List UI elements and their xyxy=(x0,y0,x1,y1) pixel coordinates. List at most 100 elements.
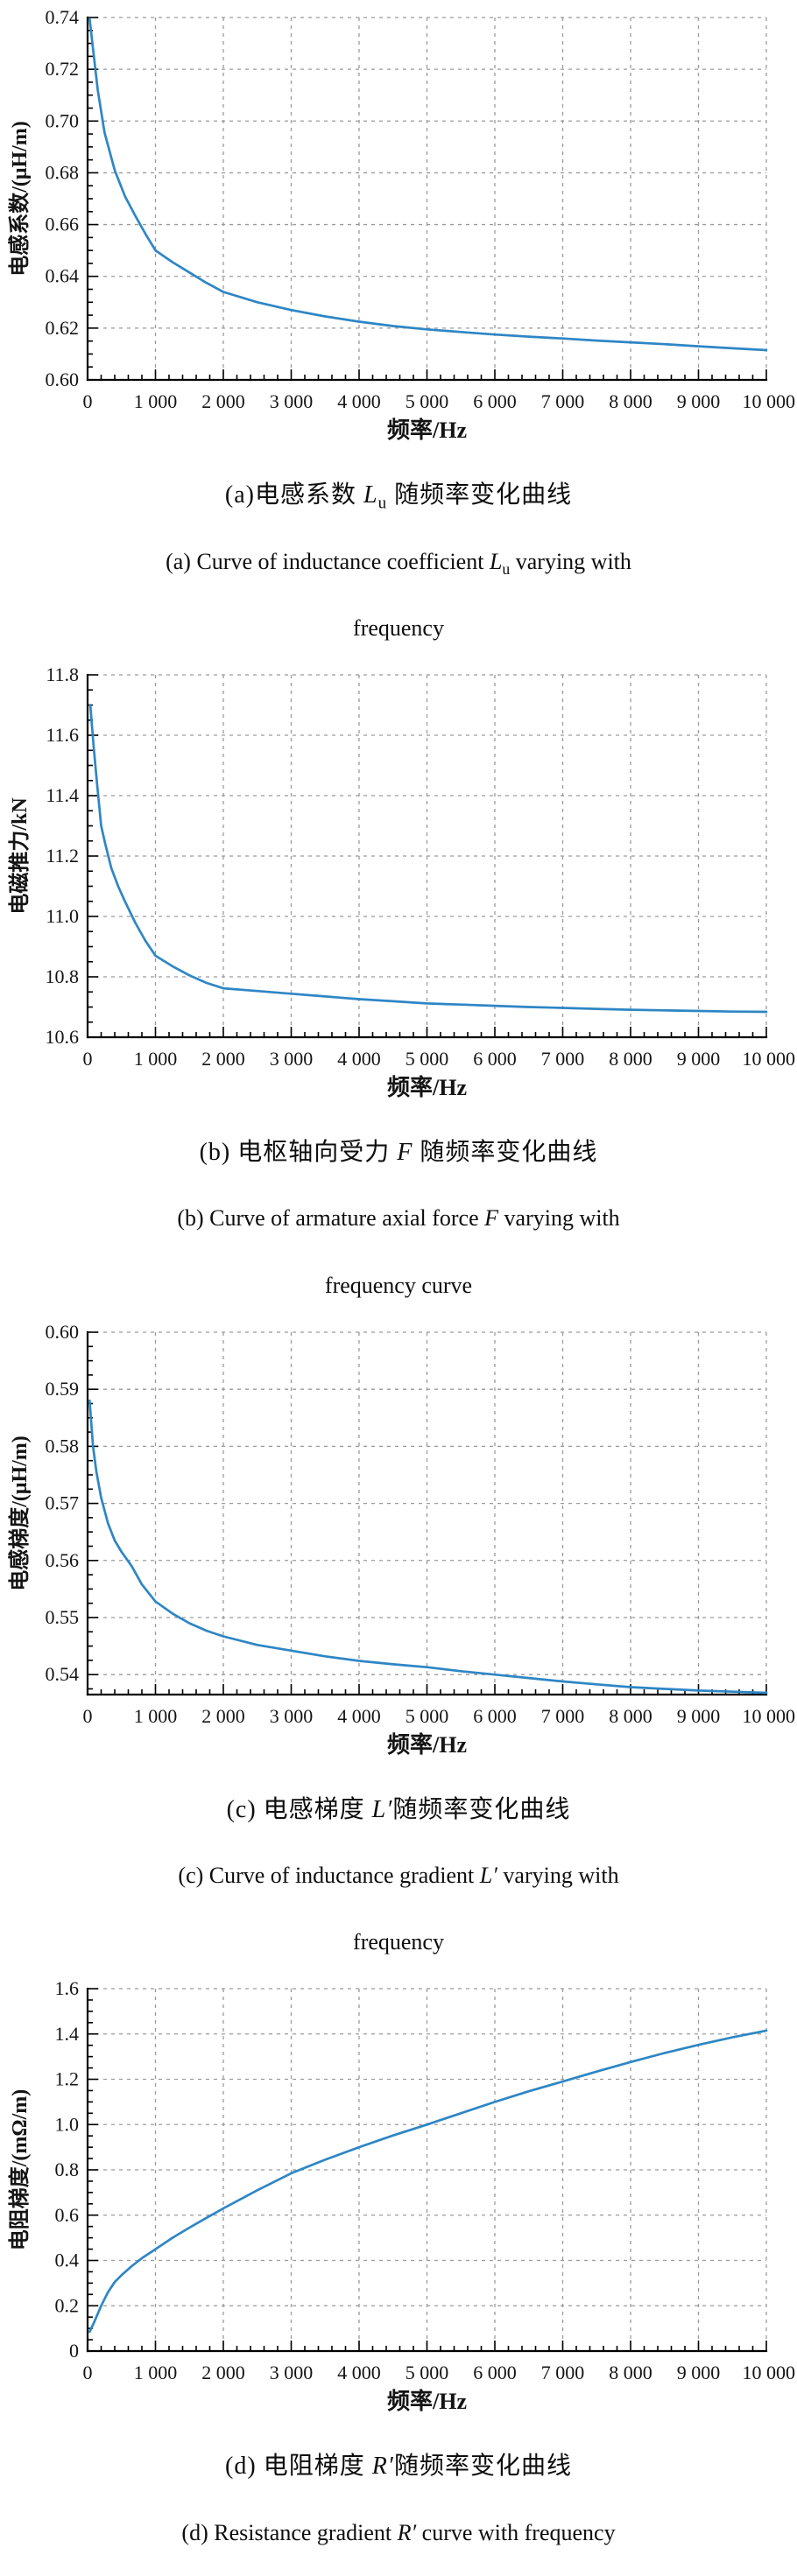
y-tick-label: 0.60 xyxy=(46,369,80,390)
figure-d: 0 0.2 0.4 0.6 0.8 1.0 1.2 1.4 1.6 0 1 000 2 000 3 00… xyxy=(0,1975,797,2550)
y-tick-label: 0 xyxy=(69,2340,79,2362)
caption-text: 随频率变化曲线 xyxy=(387,481,573,509)
x-tick-label: 2 000 xyxy=(201,2362,245,2383)
axes xyxy=(86,1988,768,2353)
x-tick-label: 6 000 xyxy=(473,1705,517,1727)
y-tick-label: 0.55 xyxy=(46,1606,80,1628)
caption-text: 随频率变化曲线 xyxy=(392,1795,571,1823)
x-tick-label: 5 000 xyxy=(406,1048,449,1070)
x-tick-label: 10 000 xyxy=(743,390,796,412)
caption-b: (b) 电枢轴向受力 F 随频率变化曲线 (b) Curve of armatu… xyxy=(0,1133,797,1299)
caption-d-en: (d) Resistance gradient R′ curve with fr… xyxy=(0,2520,797,2550)
x-tick-label: 8 000 xyxy=(609,390,652,412)
x-tick-label: 7 000 xyxy=(541,390,585,412)
y-tick-label: 0.58 xyxy=(46,1435,80,1456)
y-tick-label: 0.59 xyxy=(46,1378,80,1400)
caption-d: (d) 电阻梯度 R′随频率变化曲线 (d) Resistance gradie… xyxy=(0,2446,797,2550)
caption-text: (a) Curve of inductance coefficient xyxy=(166,548,490,574)
y-tick-label: 0.64 xyxy=(46,265,80,287)
x-tick-label: 7 000 xyxy=(541,1705,585,1727)
grid-lines xyxy=(88,1330,767,1695)
x-tick-label: 8 000 xyxy=(609,1048,652,1070)
caption-a-en: (a) Curve of inductance coefficient Lu v… xyxy=(0,549,797,579)
y-tick-label: 11.0 xyxy=(46,905,79,927)
y-tick-label: 1.4 xyxy=(55,2023,80,2045)
figure-c: 0.54 0.55 0.56 0.57 0.58 0.59 0.60 0 1 000 2 000 3… xyxy=(0,1318,797,1956)
caption-text: (b) Curve of armature axial force xyxy=(177,1205,485,1232)
x-tick-label: 8 000 xyxy=(609,2362,652,2383)
caption-text: 随频率变化曲线 xyxy=(393,2453,572,2481)
x-axis-title: 频率/Hz xyxy=(387,2388,467,2414)
x-tick-label: 2 000 xyxy=(201,390,245,412)
caption-text: varying with xyxy=(497,1863,619,1889)
y-tick-label: 1.0 xyxy=(55,2114,80,2136)
x-tick-label: 4 000 xyxy=(337,1048,381,1070)
grid-lines xyxy=(88,17,767,380)
symbol: L′ xyxy=(479,1863,497,1889)
x-tick-label: 1 000 xyxy=(134,1705,178,1727)
y-tick-label: 1.2 xyxy=(55,2068,80,2090)
caption-text: varying with xyxy=(498,1205,620,1232)
caption-c: (c) 电感梯度 L′随频率变化曲线 (c) Curve of inductan… xyxy=(0,1790,797,1956)
data-curve xyxy=(88,18,768,352)
x-tick-label: 2 000 xyxy=(201,1048,245,1070)
axes xyxy=(86,1330,768,1695)
caption-a: (a)电感系数 Lu 随频率变化曲线 (a) Curve of inductan… xyxy=(0,475,797,642)
x-tick-label: 4 000 xyxy=(337,390,381,412)
x-tick-label: 4 000 xyxy=(337,2362,381,2383)
y-axis-title: 电感系数/(μH/m) xyxy=(7,121,32,277)
tick-labels: 0.60 0.62 0.64 0.66 0.68 0.70 0.72 0.74 0 1 000 2 … xyxy=(46,6,796,412)
x-tick-label: 8 000 xyxy=(609,1705,652,1727)
symbol-subscript: u xyxy=(502,559,511,578)
x-tick-label: 7 000 xyxy=(541,1048,585,1070)
caption-c-en: (c) Curve of inductance gradient L′ vary… xyxy=(0,1863,797,1892)
y-tick-label: 0.56 xyxy=(46,1548,80,1570)
caption-b-en: (b) Curve of armature axial force F vary… xyxy=(0,1205,797,1235)
y-tick-label: 0.8 xyxy=(55,2158,80,2180)
y-axis-title: 电磁推力/kN xyxy=(7,797,32,914)
tick-labels: 0.54 0.55 0.56 0.57 0.58 0.59 0.60 0 1 000 2 000 3… xyxy=(46,1321,796,1727)
chart-c-inductance-gradient: 0.54 0.55 0.56 0.57 0.58 0.59 0.60 0 1 000 2 000 3… xyxy=(7,1321,796,1758)
y-tick-label: 0.68 xyxy=(46,161,80,183)
x-tick-label: 3 000 xyxy=(270,2362,314,2383)
caption-d-zh: (d) 电阻梯度 R′随频率变化曲线 xyxy=(0,2446,797,2485)
x-tick-label: 5 000 xyxy=(406,1705,449,1727)
tick-labels: 0 0.2 0.4 0.6 0.8 1.0 1.2 1.4 1.6 0 1 000 2 000 3 00… xyxy=(55,1977,796,2383)
x-tick-label: 10 000 xyxy=(743,1048,796,1070)
x-tick-label: 3 000 xyxy=(270,1705,314,1727)
x-axis-title: 频率/Hz xyxy=(387,1731,467,1758)
caption-text: (d) Resistance gradient xyxy=(181,2519,398,2545)
y-axis-title: 电感梯度/(μH/m) xyxy=(7,1435,32,1591)
data-curve xyxy=(88,1399,768,1694)
y-tick-label: 11.6 xyxy=(46,724,79,746)
x-tick-label: 2 000 xyxy=(201,1705,245,1727)
caption-text: (d) 电阻梯度 xyxy=(225,2453,372,2481)
x-tick-label: 3 000 xyxy=(270,390,314,412)
axes xyxy=(86,673,768,1038)
x-tick-label: 5 000 xyxy=(406,390,449,412)
tick-labels: 10.6 10.8 11.0 11.2 11.4 11.6 11.8 0 1 000 2 000 3… xyxy=(46,663,796,1070)
symbol: L xyxy=(363,481,378,509)
y-tick-label: 0.62 xyxy=(46,317,80,339)
chart-b-armature-axial-force: 10.6 10.8 11.0 11.2 11.4 11.6 11.8 0 1 000 2 000 3… xyxy=(7,663,796,1100)
x-tick-label: 1 000 xyxy=(134,2362,178,2383)
chart-a-inductance-coefficient: 0.60 0.62 0.64 0.66 0.68 0.70 0.72 0.74 0 1 000 2 … xyxy=(7,6,796,443)
x-tick-label: 1 000 xyxy=(134,390,178,412)
x-axis-title: 频率/Hz xyxy=(387,417,467,443)
symbol: L′ xyxy=(371,1795,393,1823)
x-tick-label: 10 000 xyxy=(743,2362,796,2383)
y-tick-label: 0.74 xyxy=(46,6,80,28)
y-tick-label: 10.8 xyxy=(46,965,80,987)
x-tick-label: 9 000 xyxy=(677,1705,721,1727)
y-axis-title: 电阻梯度/(mΩ/m) xyxy=(7,2089,32,2251)
y-tick-label: 11.8 xyxy=(46,663,79,685)
x-tick-label: 3 000 xyxy=(270,1048,314,1070)
y-tick-label: 0.66 xyxy=(46,214,80,235)
data-curve xyxy=(88,2029,768,2334)
axes xyxy=(86,16,768,382)
symbol: R′ xyxy=(397,2519,417,2545)
x-tick-label: 6 000 xyxy=(473,1048,517,1070)
caption-text: varying with xyxy=(510,548,631,574)
y-tick-label: 0.54 xyxy=(46,1663,80,1685)
x-tick-label: 1 000 xyxy=(134,1048,178,1070)
